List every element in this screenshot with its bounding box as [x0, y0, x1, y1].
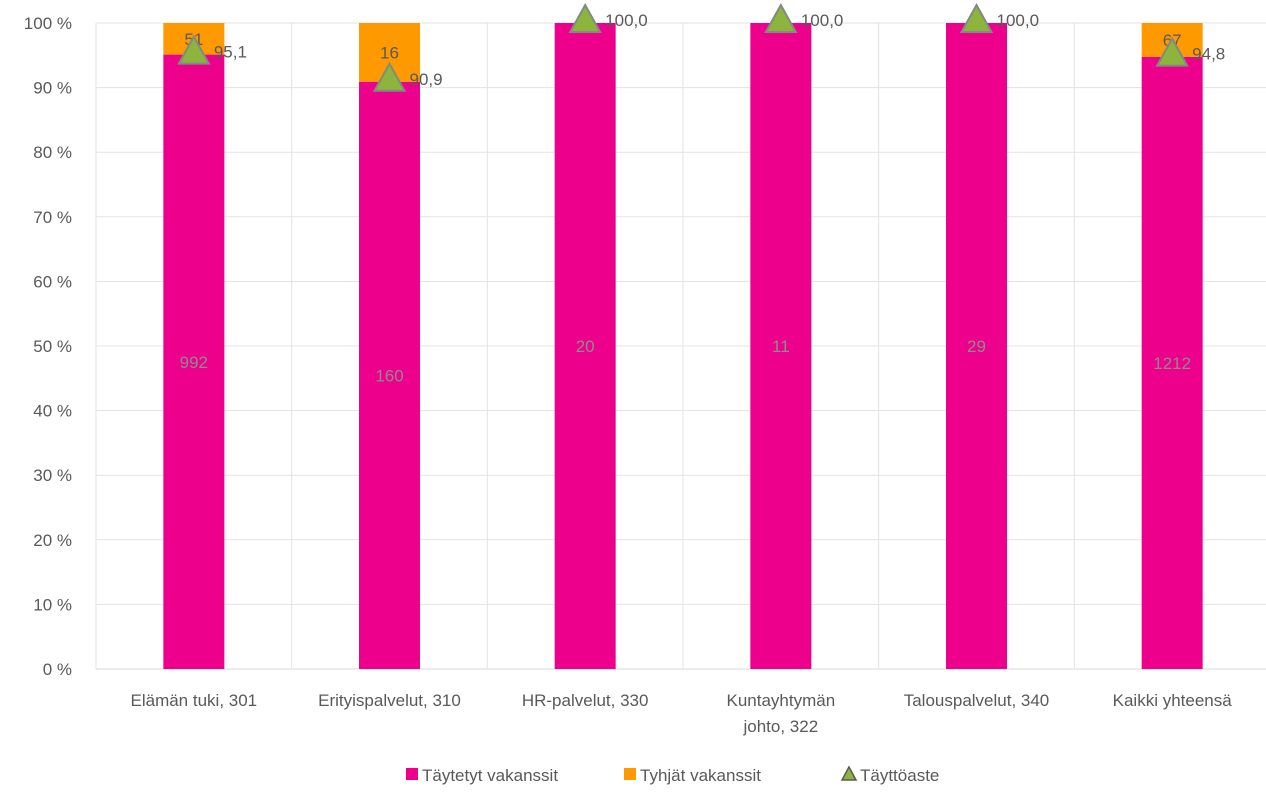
fill-rate-label: 90,9: [410, 70, 443, 89]
y-tick-label: 40 %: [33, 402, 72, 421]
legend-label: Tyhjät vakanssit: [640, 766, 761, 785]
x-axis: Elämän tuki, 301 Erityispalvelut, 310 HR-p…: [131, 691, 1233, 736]
fill-rate-label: 100,0: [997, 11, 1040, 30]
y-tick-label: 90 %: [33, 79, 72, 98]
fill-rate-marker: [959, 2, 994, 33]
y-axis: 0 % 10 % 20 % 30 % 40 % 50 % 60 % 70 % 80 % 90 % 1…: [24, 14, 72, 679]
x-category-label: johto, 322: [742, 717, 818, 736]
fill-rate-marker: [372, 61, 407, 92]
legend: Täytetyt vakanssit Tyhjät vakanssit Täyttö…: [406, 765, 939, 785]
bar-filled-label: 29: [967, 337, 986, 356]
x-category-label: HR-palvelut, 330: [522, 691, 649, 710]
bar-filled-label: 1212: [1153, 354, 1191, 373]
fill-rate-label: 95,1: [214, 43, 247, 62]
bar-filled-label: 20: [576, 337, 595, 356]
bar-filled: [359, 81, 420, 669]
bar-filled-label: 992: [180, 353, 208, 372]
fill-rate-label: 94,8: [1192, 45, 1225, 64]
y-tick-label: 50 %: [33, 337, 72, 356]
fill-rate-marker: [568, 2, 602, 33]
bar-filled: [554, 23, 616, 669]
x-category-label: Elämän tuki, 301: [131, 691, 258, 710]
y-tick-label: 30 %: [33, 466, 72, 485]
y-tick-label: 0 %: [43, 660, 72, 679]
bar-filled: [750, 23, 812, 669]
y-tick-label: 100 %: [24, 14, 72, 33]
y-tick-label: 60 %: [33, 272, 72, 291]
x-category-label: Talouspalvelut, 340: [904, 691, 1050, 710]
bar-filled-label: 160: [375, 366, 403, 385]
y-tick-label: 70 %: [33, 208, 72, 227]
fill-rate-label: 100,0: [605, 11, 648, 30]
fill-rate-marker: [764, 2, 798, 33]
bar-empty-label: 16: [380, 43, 399, 62]
legend-swatch: [406, 768, 418, 780]
legend-label: Täytetyt vakanssit: [422, 766, 558, 785]
y-tick-label: 80 %: [33, 143, 72, 162]
y-tick-label: 10 %: [33, 595, 72, 614]
x-category-label: Kaikki yhteensä: [1113, 691, 1233, 710]
x-category-label: Erityispalvelut, 310: [318, 691, 461, 710]
fill-rate-marker: [177, 34, 211, 65]
legend-label: Täyttöaste: [860, 766, 939, 785]
fill-rate-marker: [1155, 36, 1189, 67]
bar-filled: [163, 54, 225, 670]
x-category-label: Kuntayhtymän: [726, 691, 835, 710]
legend-triangle-icon: [840, 765, 858, 781]
fill-rate-markers: 95,1 90,9 100,0 100,0 100,0 94,8: [177, 2, 1225, 92]
bar-filled: [946, 23, 1007, 669]
y-tick-label: 20 %: [33, 531, 72, 550]
bar-filled-label: 11: [772, 337, 790, 356]
legend-swatch: [624, 768, 636, 780]
bars: 9925116016200110290121267: [163, 14, 1203, 670]
fill-rate-label: 100,0: [801, 11, 844, 30]
bar-filled: [1141, 56, 1203, 669]
gridlines: [95, 22, 1266, 670]
